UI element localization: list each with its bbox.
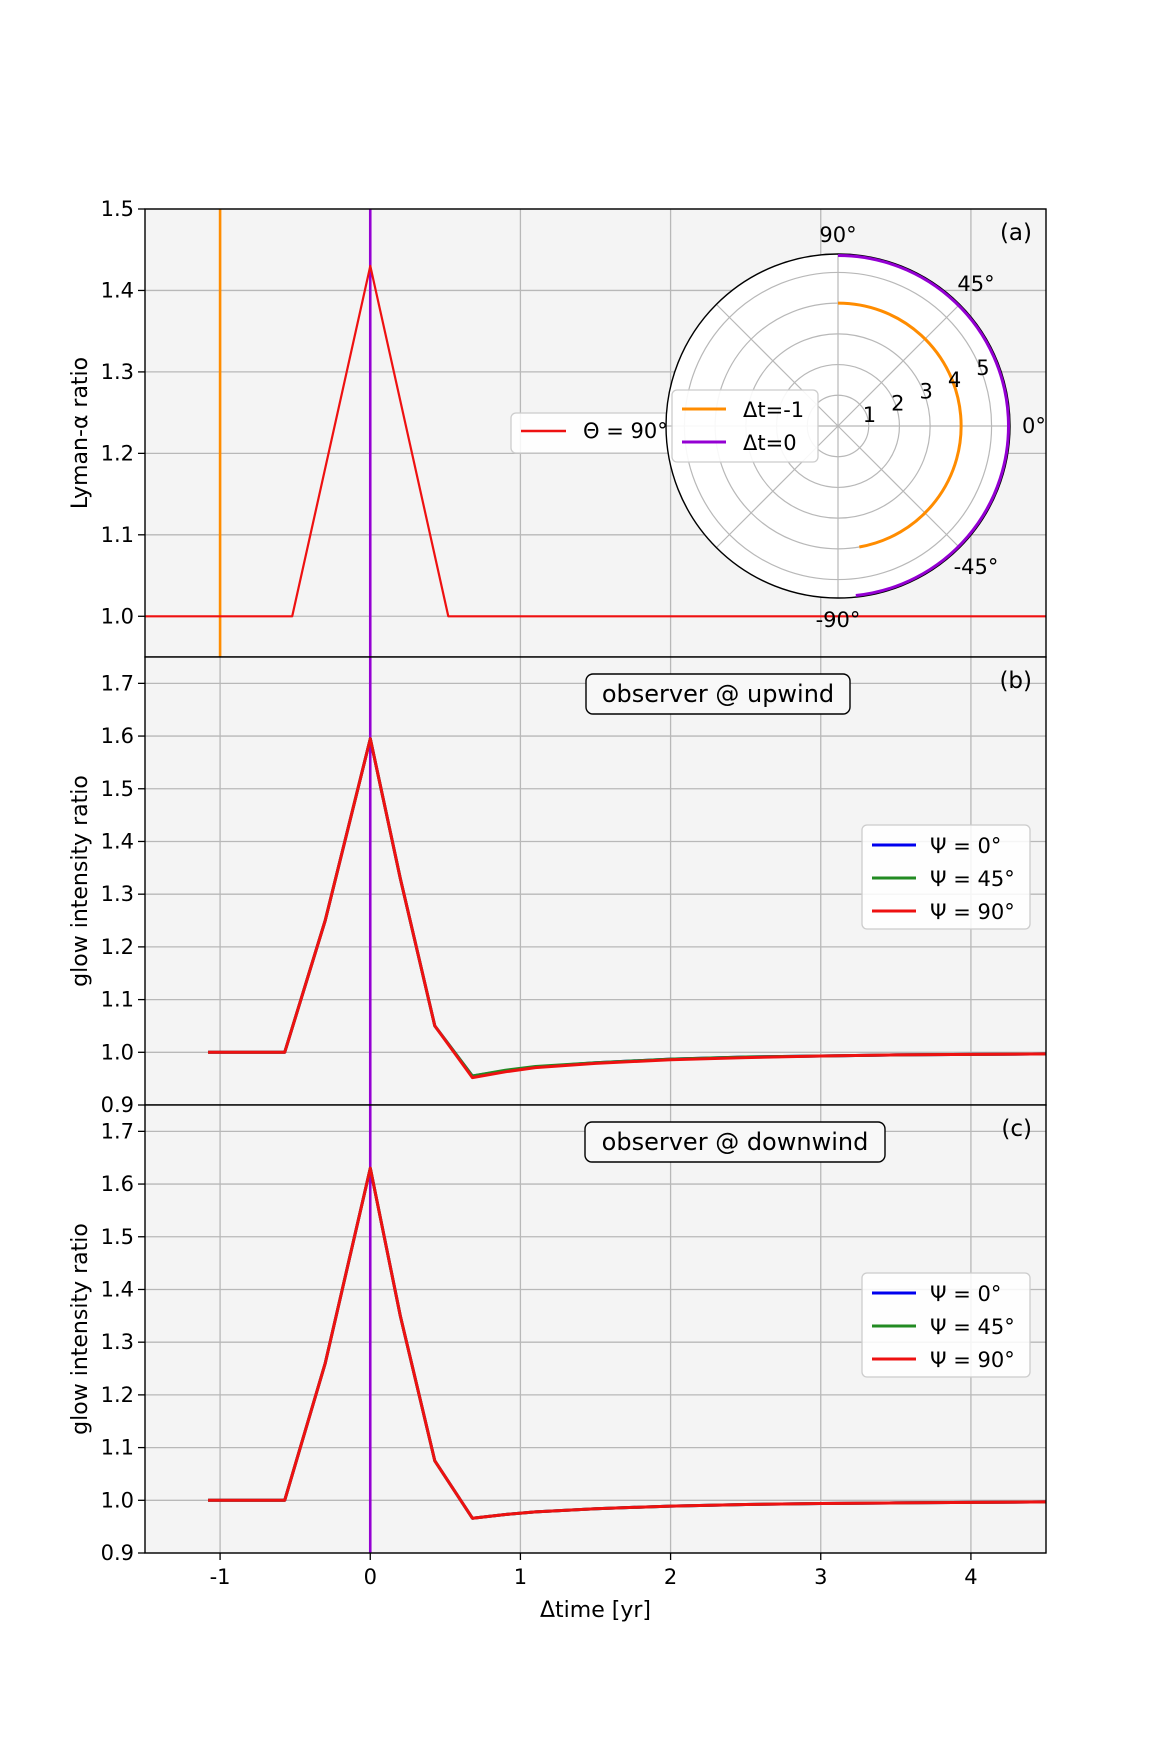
y-tick-label: 1.5 bbox=[101, 197, 134, 221]
annotation-text: observer @ downwind bbox=[602, 1128, 869, 1156]
y-tick-label: 1.7 bbox=[101, 1119, 134, 1143]
panel-a: 1.0 1.1 1.2 1.3 1.4 1.5 Lyman-α ratio (a) Θ = 90… bbox=[68, 197, 1047, 658]
y-tick-label: 1.7 bbox=[101, 671, 134, 695]
y-tick-label: 1.0 bbox=[101, 604, 134, 628]
polar-arc-orange bbox=[837, 301, 963, 549]
inset-polar: 1 2 3 4 5 90° 45° 0° -45° -90° Δt=-1 Δt=0 bbox=[665, 223, 1046, 632]
plot-content bbox=[145, 209, 1046, 657]
y-tick-label: 1.2 bbox=[101, 1383, 134, 1407]
polar-theta-label: -45° bbox=[954, 555, 999, 579]
legend-label: Ψ = 0° bbox=[930, 834, 1001, 858]
y-tick-label: 1.1 bbox=[101, 1436, 134, 1460]
legend: Ψ = 0° Ψ = 45° Ψ = 90° bbox=[861, 824, 1031, 930]
series-line-red bbox=[208, 1166, 1046, 1520]
y-tick-label: 1.2 bbox=[101, 935, 134, 959]
polar-r-label: 2 bbox=[891, 391, 904, 415]
legend-label: Ψ = 90° bbox=[930, 900, 1015, 924]
legend: Ψ = 0° Ψ = 45° Ψ = 90° bbox=[861, 1272, 1031, 1378]
legend-frame bbox=[861, 1272, 1031, 1378]
y-tick-label: 1.4 bbox=[101, 1277, 134, 1301]
polar-theta-label: 0° bbox=[1022, 414, 1046, 438]
y-tick-label: 1.0 bbox=[101, 1488, 134, 1512]
axes-frame bbox=[144, 1104, 1047, 1554]
annotation-text: observer @ upwind bbox=[602, 680, 834, 708]
polar-legend-label: Δt=0 bbox=[743, 431, 797, 455]
x-tick-label: 3 bbox=[814, 1565, 827, 1589]
y-axis-label: glow intensity ratio bbox=[68, 1223, 93, 1435]
polar-r-label: 4 bbox=[948, 368, 961, 392]
polar-theta-label: 45° bbox=[957, 272, 994, 296]
polar-legend: Δt=-1 Δt=0 bbox=[671, 389, 819, 463]
polar-r-label: 3 bbox=[919, 380, 932, 404]
y-axis-label: glow intensity ratio bbox=[68, 775, 93, 987]
legend-label: Θ = 90° bbox=[583, 419, 668, 443]
y-tick-label: 1.6 bbox=[101, 1172, 134, 1196]
legend-label: Ψ = 0° bbox=[930, 1282, 1001, 1306]
y-tick-label: 1.0 bbox=[101, 1040, 134, 1064]
legend-label: Ψ = 45° bbox=[930, 867, 1015, 891]
x-tick-label: 2 bbox=[664, 1565, 677, 1589]
panel-tag: (b) bbox=[999, 668, 1032, 694]
panel-tag: (c) bbox=[1001, 1116, 1032, 1142]
y-tick-label: 1.2 bbox=[101, 441, 134, 465]
polar-theta-label: 90° bbox=[819, 223, 856, 247]
x-axis-label: Δtime [yr] bbox=[540, 1598, 651, 1623]
y-tick-label: 1.6 bbox=[101, 724, 134, 748]
y-tick-label: 0.9 bbox=[101, 1093, 134, 1117]
panel-b: 0.9 1.0 1.1 1.2 1.3 1.4 1.5 1.6 1.7 glow intensit… bbox=[68, 656, 1047, 1117]
x-tick-label: 4 bbox=[964, 1565, 977, 1589]
y-tick-label: 1.4 bbox=[101, 278, 134, 302]
polar-theta-label: -90° bbox=[816, 608, 861, 632]
y-tick-label: 1.5 bbox=[101, 1225, 134, 1249]
polar-r-label: 1 bbox=[863, 403, 876, 427]
x-tick-label: -1 bbox=[210, 1565, 231, 1589]
annotation-frame bbox=[585, 673, 851, 715]
annotation-box: observer @ downwind bbox=[584, 1121, 886, 1163]
y-tick-label: 1.5 bbox=[101, 777, 134, 801]
polar-r-label: 5 bbox=[976, 356, 989, 380]
y-tick-label: 0.9 bbox=[101, 1541, 134, 1565]
polar-legend-label: Δt=-1 bbox=[743, 398, 804, 422]
y-tick-label: 1.4 bbox=[101, 829, 134, 853]
panel-c: 0.9 1.0 1.1 1.2 1.3 1.4 1.5 1.6 1.7 glow intensit… bbox=[68, 1104, 1047, 1623]
annotation-frame bbox=[584, 1121, 886, 1163]
legend: Θ = 90° bbox=[510, 412, 680, 454]
plot-content bbox=[208, 657, 1046, 1105]
polar-grid-spoke bbox=[837, 425, 961, 549]
series-line-red bbox=[145, 264, 1046, 618]
x-tick-label: 1 bbox=[514, 1565, 527, 1589]
y-tick-label: 1.1 bbox=[101, 523, 134, 547]
y-tick-label: 1.3 bbox=[101, 360, 134, 384]
y-tick-label: 1.3 bbox=[101, 1330, 134, 1354]
x-tick-label: 0 bbox=[364, 1565, 377, 1589]
series-line-red bbox=[208, 737, 1046, 1080]
plot-content bbox=[208, 1105, 1046, 1553]
y-axis-label: Lyman-α ratio bbox=[68, 357, 93, 509]
panel-tag: (a) bbox=[1000, 220, 1032, 246]
legend-label: Ψ = 45° bbox=[930, 1315, 1015, 1339]
y-tick-label: 1.3 bbox=[101, 882, 134, 906]
legend-label: Ψ = 90° bbox=[930, 1348, 1015, 1372]
legend-frame bbox=[861, 824, 1031, 930]
annotation-box: observer @ upwind bbox=[585, 673, 851, 715]
y-tick-label: 1.1 bbox=[101, 988, 134, 1012]
polar-arc-purple bbox=[837, 254, 1010, 597]
polar-grid-spoke bbox=[837, 303, 961, 427]
